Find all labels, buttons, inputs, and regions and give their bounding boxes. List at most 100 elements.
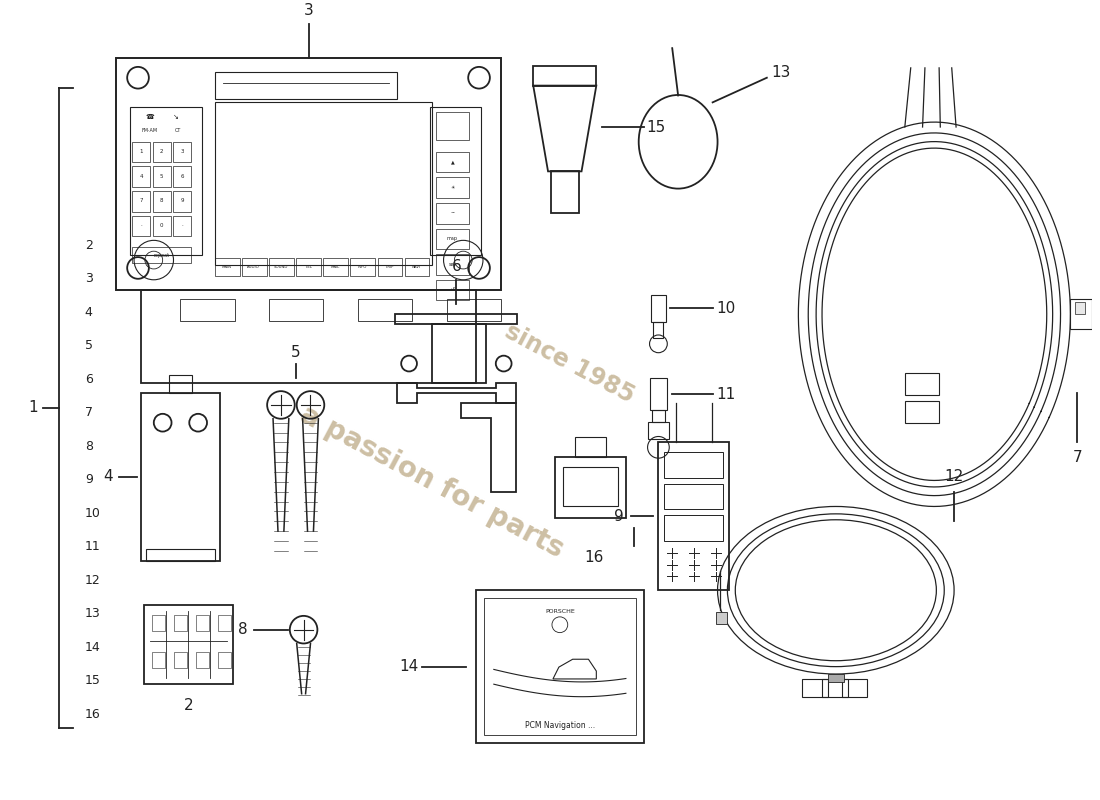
Bar — [358, 299, 412, 321]
Text: ·: · — [140, 223, 142, 228]
Bar — [180, 299, 234, 321]
Text: 10: 10 — [716, 301, 735, 316]
Bar — [431, 324, 486, 383]
Bar — [130, 107, 202, 255]
Bar — [554, 457, 626, 518]
Bar — [174, 166, 191, 187]
Bar — [152, 652, 165, 668]
Text: 3: 3 — [180, 149, 184, 154]
Bar — [802, 679, 828, 697]
Bar — [174, 615, 187, 630]
Text: AUDIO: AUDIO — [248, 265, 261, 269]
Bar — [196, 652, 209, 668]
Text: 2: 2 — [160, 149, 164, 154]
Text: NAVI: NAVI — [412, 265, 421, 269]
Bar — [174, 652, 187, 668]
Text: TRIP: TRIP — [385, 265, 394, 269]
Text: ↘: ↘ — [173, 114, 178, 120]
Bar — [574, 438, 606, 457]
Text: INFO: INFO — [358, 265, 367, 269]
Text: ↺: ↺ — [450, 287, 454, 292]
Text: ∼: ∼ — [450, 210, 454, 215]
Bar — [174, 142, 191, 162]
Bar — [270, 258, 294, 276]
Text: 10: 10 — [85, 507, 101, 520]
Bar — [141, 290, 476, 383]
Bar — [1070, 299, 1092, 329]
Text: 1: 1 — [140, 149, 143, 154]
Text: 6: 6 — [180, 174, 184, 178]
Text: 11: 11 — [85, 540, 100, 554]
Bar — [117, 58, 500, 290]
Bar — [153, 216, 170, 237]
Text: ☀: ☀ — [450, 185, 454, 190]
Bar — [648, 422, 669, 439]
Bar — [484, 598, 636, 735]
Bar — [132, 216, 150, 237]
Bar — [430, 107, 481, 255]
Text: 9: 9 — [614, 509, 624, 524]
Bar — [141, 393, 220, 561]
Text: 9: 9 — [180, 198, 184, 203]
Bar — [436, 280, 470, 301]
Text: 12: 12 — [85, 574, 100, 587]
Bar — [659, 442, 729, 590]
Bar — [436, 112, 470, 140]
Bar — [218, 652, 231, 668]
Text: MAIN: MAIN — [222, 265, 232, 269]
Bar — [214, 258, 240, 276]
Text: 8: 8 — [160, 198, 164, 203]
Bar — [153, 166, 170, 187]
Text: 16: 16 — [585, 550, 604, 566]
Bar — [174, 191, 191, 212]
Bar — [132, 247, 191, 263]
Text: 13: 13 — [85, 607, 100, 620]
Text: repeat: repeat — [154, 253, 169, 258]
Bar — [1076, 302, 1086, 314]
Bar — [153, 142, 170, 162]
Bar — [664, 515, 724, 541]
Text: 2: 2 — [85, 238, 92, 252]
Text: 9: 9 — [85, 474, 92, 486]
Text: 14: 14 — [399, 659, 419, 674]
Text: 4: 4 — [140, 174, 143, 178]
Text: CT: CT — [175, 129, 182, 134]
Bar — [296, 258, 321, 276]
Bar — [196, 615, 209, 630]
Bar — [436, 152, 470, 172]
Text: ☎: ☎ — [145, 114, 154, 120]
Bar — [842, 679, 868, 697]
Bar — [436, 229, 470, 250]
Bar — [395, 314, 517, 324]
Bar — [152, 615, 165, 630]
Text: map: map — [447, 236, 458, 241]
Text: since 1985: since 1985 — [500, 319, 639, 408]
Text: 12: 12 — [945, 470, 964, 485]
Bar — [476, 590, 644, 743]
Bar — [551, 171, 579, 213]
Text: set: set — [449, 262, 456, 266]
Bar — [436, 203, 470, 223]
Bar — [351, 258, 375, 276]
Text: ▲: ▲ — [451, 159, 454, 164]
Bar — [716, 612, 727, 624]
Bar — [132, 191, 150, 212]
Bar — [377, 258, 403, 276]
Bar — [653, 322, 663, 338]
Text: a passion for parts: a passion for parts — [295, 400, 569, 563]
Text: 4: 4 — [103, 470, 113, 485]
Text: 6: 6 — [451, 259, 461, 274]
Text: 15: 15 — [646, 119, 666, 134]
Text: 1: 1 — [29, 401, 38, 415]
Text: 15: 15 — [85, 674, 101, 687]
Bar — [323, 258, 348, 276]
Bar — [218, 615, 231, 630]
Text: 3: 3 — [85, 272, 92, 286]
Bar — [649, 378, 668, 410]
Text: 11: 11 — [716, 386, 735, 402]
Bar — [132, 142, 150, 162]
Bar — [153, 191, 170, 212]
Text: PCM Navigation ...: PCM Navigation ... — [525, 721, 595, 730]
Text: 6: 6 — [85, 373, 92, 386]
Bar — [146, 549, 214, 561]
